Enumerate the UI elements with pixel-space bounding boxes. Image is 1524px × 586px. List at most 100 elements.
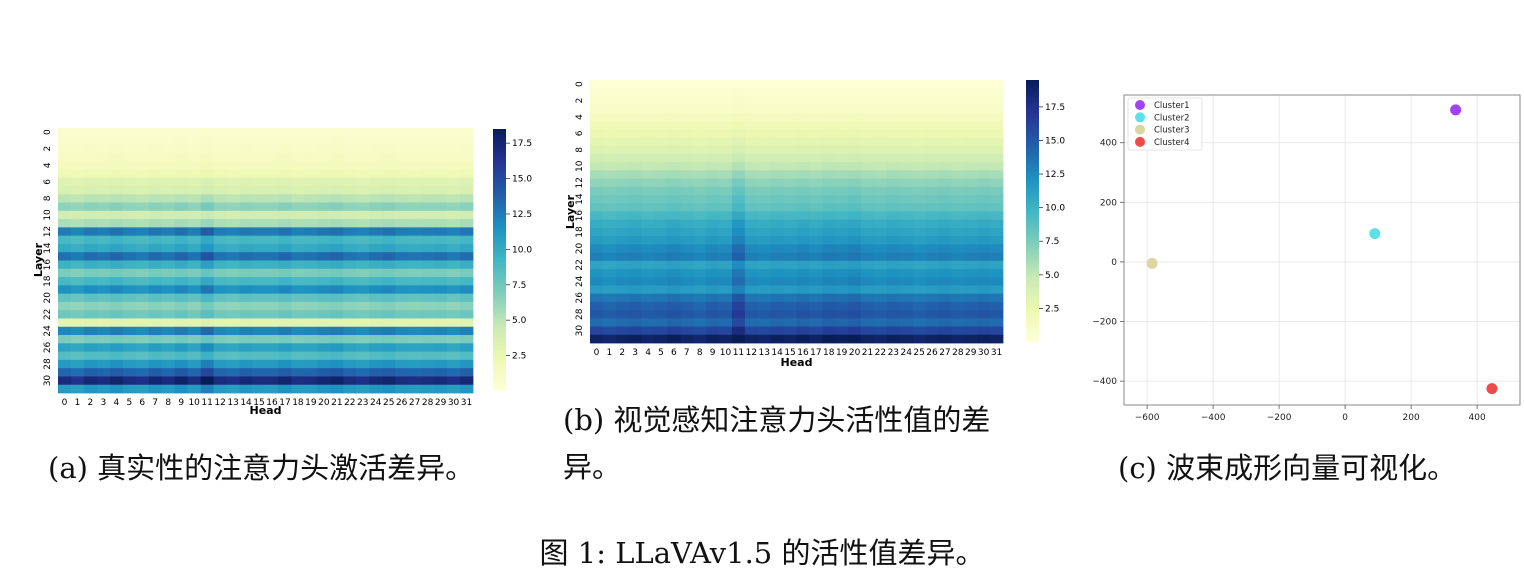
- heatmap-a-cell: [460, 227, 474, 237]
- heatmap-a-xtick: 27: [409, 398, 420, 408]
- heatmap-b-cell: [977, 244, 991, 253]
- heatmap-a-cell: [148, 235, 163, 245]
- heatmap-a-cell: [252, 318, 266, 328]
- heatmap-b-cell: [873, 129, 888, 138]
- heatmap-b-cell: [641, 285, 655, 295]
- heatmap-b-cell: [951, 80, 965, 89]
- heatmap-b-cblabel: 17.5: [1045, 103, 1065, 113]
- heatmap-b-cell: [744, 318, 759, 327]
- heatmap-a-cell: [148, 177, 163, 187]
- heatmap-a-cell: [317, 169, 331, 179]
- heatmap-a-xtick: 26: [396, 398, 408, 408]
- heatmap-b-cell: [925, 178, 939, 188]
- heatmap-a-cell: [83, 169, 98, 179]
- heatmap-a-cell: [369, 326, 383, 336]
- heatmap-b-cell: [693, 178, 707, 188]
- heatmap-b-cell: [731, 137, 746, 147]
- heatmap-b-cell: [809, 153, 823, 163]
- heatmap-a-cell: [252, 235, 266, 245]
- heatmap-a-cell: [278, 136, 292, 145]
- heatmap-b-cell: [873, 186, 888, 196]
- heatmap-b-cell: [693, 170, 707, 180]
- heatmap-a-cell: [304, 243, 318, 253]
- heatmap-a-cell: [187, 359, 202, 369]
- heatmap-b-cell: [615, 178, 630, 188]
- heatmap-a-cell: [304, 161, 318, 170]
- heatmap-b-cell: [822, 170, 836, 180]
- heatmap-b-cell: [654, 195, 668, 204]
- heatmap-a-cell: [122, 219, 137, 228]
- heatmap-a-cell: [226, 384, 240, 394]
- heatmap-b-cell: [667, 326, 681, 336]
- heatmap-a-cell: [343, 202, 357, 212]
- heatmap-a-cell: [148, 169, 163, 179]
- heatmap-a-cell: [343, 260, 357, 270]
- heatmap-a-cell: [135, 219, 150, 228]
- heatmap-b-cell: [615, 104, 630, 114]
- heatmap-a-cell: [304, 219, 318, 228]
- heatmap-b-cell: [693, 334, 707, 344]
- heatmap-b-cell: [654, 186, 668, 196]
- heatmap-a-cell: [447, 219, 461, 228]
- heatmap-a-cell: [356, 136, 370, 145]
- heatmap-a-cell: [278, 260, 292, 270]
- heatmap-a-cell: [421, 376, 435, 386]
- heatmap-a-cell: [460, 318, 474, 328]
- heatmap-b-cell: [744, 227, 759, 237]
- heatmap-a-cell: [148, 268, 163, 278]
- heatmap-a-cell: [382, 343, 396, 352]
- heatmap-b-cell: [964, 285, 978, 295]
- heatmap-b-cell: [886, 153, 901, 163]
- heatmap-a-cell: [122, 243, 137, 253]
- heatmap-b-cell: [706, 227, 720, 237]
- heatmap-a-cell: [109, 219, 124, 228]
- heatmap-a-cell: [70, 351, 85, 361]
- heatmap-a-cell: [83, 177, 98, 187]
- heatmap-a-cell: [265, 128, 279, 137]
- heatmap-a-cell: [122, 285, 137, 295]
- heatmap-a-cell: [174, 235, 189, 245]
- heatmap-a-cell: [187, 252, 202, 261]
- heatmap-a-cell: [174, 219, 189, 228]
- heatmap-b-cell: [667, 301, 681, 311]
- heatmap-a-cell: [447, 384, 461, 394]
- heatmap-b-cell: [938, 162, 952, 171]
- heatmap-a-cell: [135, 177, 150, 187]
- heatmap-b-cell: [641, 186, 655, 196]
- heatmap-a-cell: [252, 210, 266, 220]
- heatmap-a-cell: [161, 169, 176, 179]
- heatmap-a-cell: [460, 252, 474, 261]
- heatmap-a-cell: [382, 235, 396, 245]
- heatmap-b-cell: [719, 260, 733, 270]
- heatmap-b-cell: [628, 145, 643, 155]
- heatmap-b-cell: [886, 203, 901, 212]
- heatmap-a-cell: [239, 161, 253, 170]
- heatmap-b-cell: [628, 121, 643, 130]
- heatmap-b-cell: [835, 137, 849, 147]
- heatmap-a-xtick: 16: [266, 398, 278, 408]
- heatmap-a-cell: [434, 368, 448, 377]
- heatmap-b-cell: [861, 178, 875, 188]
- heatmap-b-cell: [848, 137, 862, 147]
- heatmap-a-xtick: 6: [139, 398, 145, 408]
- heatmap-a-cell: [70, 144, 85, 154]
- heatmap-b-cell: [938, 244, 952, 253]
- heatmap-a-cell: [421, 202, 435, 212]
- heatmap-b-cell: [964, 88, 978, 97]
- heatmap-b-cell: [822, 203, 836, 212]
- heatmap-a-cell: [343, 243, 357, 253]
- heatmap-a-cell: [447, 185, 461, 195]
- heatmap-a-cell: [434, 136, 448, 145]
- heatmap-a-cell: [200, 277, 215, 286]
- heatmap-b-cell: [951, 310, 965, 319]
- heatmap-a-cell: [58, 268, 72, 278]
- heatmap-a-cell: [408, 293, 422, 303]
- heatmap-b-cell: [770, 96, 784, 106]
- heatmap-b-cell: [964, 153, 978, 163]
- heatmap-b-cell: [938, 112, 952, 122]
- heatmap-b-cell: [731, 162, 746, 171]
- heatmap-b-cell: [783, 112, 797, 122]
- heatmap-b-cell: [602, 88, 617, 97]
- heatmap-b-cell: [964, 269, 978, 278]
- heatmap-b-cell: [770, 236, 784, 245]
